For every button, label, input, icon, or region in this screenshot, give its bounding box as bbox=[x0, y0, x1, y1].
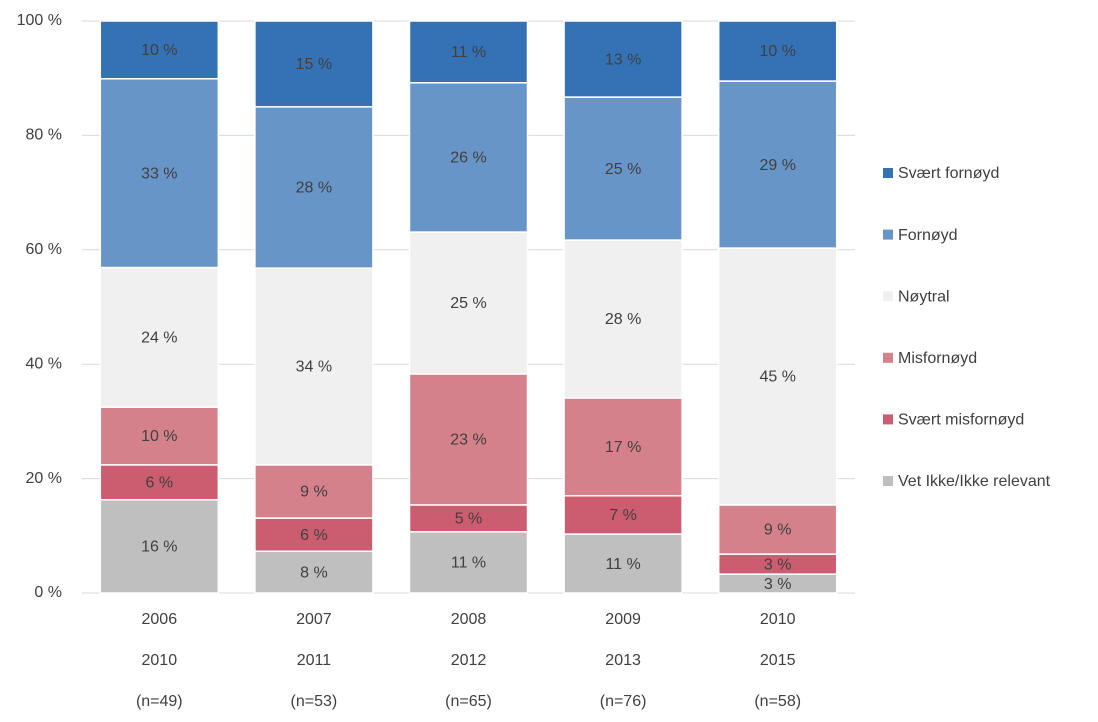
bar-segment bbox=[563, 533, 683, 594]
bar-segment bbox=[99, 499, 220, 594]
data-label: 11 % bbox=[451, 44, 486, 61]
bar-segment bbox=[408, 82, 529, 233]
bar-segment bbox=[717, 504, 838, 555]
x-tick-label: (n=76) bbox=[600, 693, 647, 710]
data-label: 3 % bbox=[764, 576, 792, 593]
bar-segment bbox=[254, 267, 374, 466]
legend-label: Vet Ikke/Ikke relevant bbox=[898, 473, 1051, 490]
legend-label: Misfornøyd bbox=[898, 350, 977, 367]
data-label: 29 % bbox=[759, 157, 795, 174]
data-label: 6 % bbox=[300, 527, 328, 544]
x-tick-label: 2015 bbox=[760, 652, 796, 669]
data-label: 7 % bbox=[609, 507, 637, 524]
data-label: 28 % bbox=[296, 180, 332, 197]
bar-segment bbox=[717, 80, 838, 249]
data-label: 10 % bbox=[141, 428, 177, 445]
data-label: 10 % bbox=[759, 43, 795, 60]
data-label: 26 % bbox=[450, 150, 486, 167]
bar-segment bbox=[254, 517, 374, 552]
bar-segment bbox=[563, 397, 683, 497]
legend-swatch bbox=[883, 476, 893, 486]
x-tick-label: (n=49) bbox=[136, 693, 183, 710]
x-tick-label: 2011 bbox=[297, 652, 332, 669]
x-tick-label: (n=65) bbox=[445, 693, 492, 710]
bar-segment bbox=[254, 464, 374, 519]
data-label: 25 % bbox=[450, 295, 486, 312]
bar-segment bbox=[408, 504, 529, 533]
x-tick-label: 2013 bbox=[605, 652, 641, 669]
bar-segment bbox=[717, 20, 838, 82]
legend-label: Svært misfornøyd bbox=[898, 412, 1024, 429]
data-label: 5 % bbox=[455, 511, 483, 528]
legend-label: Nøytral bbox=[898, 288, 950, 305]
x-tick-label: 2012 bbox=[451, 652, 487, 669]
data-label: 16 % bbox=[141, 539, 177, 556]
bar-segment bbox=[563, 96, 683, 241]
y-tick-label: 40 % bbox=[26, 355, 62, 372]
data-label: 8 % bbox=[300, 564, 328, 581]
bar-segment bbox=[99, 464, 220, 501]
y-tick-label: 80 % bbox=[26, 127, 62, 144]
legend-swatch bbox=[883, 414, 893, 425]
data-label: 11 % bbox=[451, 555, 486, 572]
y-tick-label: 100 % bbox=[17, 12, 62, 29]
data-label: 15 % bbox=[296, 56, 332, 73]
data-label: 25 % bbox=[605, 161, 641, 178]
data-label: 9 % bbox=[300, 484, 328, 501]
data-label: 23 % bbox=[450, 432, 486, 449]
y-tick-label: 0 % bbox=[34, 584, 62, 601]
bar-segment bbox=[563, 20, 683, 98]
bar-segment bbox=[254, 106, 374, 269]
y-tick-label: 20 % bbox=[26, 470, 62, 487]
bar-segment bbox=[99, 78, 220, 269]
data-label: 10 % bbox=[141, 42, 177, 59]
bar-segment bbox=[563, 239, 683, 399]
data-label: 33 % bbox=[141, 165, 177, 182]
data-label: 17 % bbox=[605, 439, 641, 456]
x-tick-label: 2010 bbox=[142, 652, 178, 669]
legend-label: Fornøyd bbox=[898, 227, 958, 244]
bar-segment bbox=[99, 20, 220, 80]
x-tick-label: (n=53) bbox=[291, 693, 338, 710]
legend-swatch bbox=[883, 352, 893, 363]
x-tick-label: 2008 bbox=[451, 611, 487, 628]
x-tick-label: (n=58) bbox=[754, 693, 801, 710]
bar-segment bbox=[254, 550, 374, 594]
legend-label: Svært fornøyd bbox=[898, 165, 999, 182]
bar-segment bbox=[254, 20, 374, 108]
x-tick-label: 2010 bbox=[760, 611, 796, 628]
bar-segment bbox=[408, 20, 529, 84]
legend-swatch bbox=[883, 229, 893, 240]
y-tick-label: 60 % bbox=[26, 241, 62, 258]
data-label: 11 % bbox=[605, 556, 640, 573]
data-label: 6 % bbox=[146, 475, 174, 492]
x-tick-label: 2009 bbox=[605, 611, 641, 628]
data-label: 28 % bbox=[605, 311, 641, 328]
x-tick-label: 2006 bbox=[142, 611, 178, 628]
bar-segment bbox=[408, 531, 529, 594]
data-label: 34 % bbox=[296, 359, 332, 376]
bar-segment bbox=[99, 406, 220, 466]
bar-segment bbox=[408, 231, 529, 375]
legend-swatch bbox=[883, 168, 893, 178]
x-tick-label: 2007 bbox=[296, 611, 332, 628]
legend-swatch bbox=[883, 291, 893, 302]
data-label: 3 % bbox=[764, 556, 792, 573]
data-label: 24 % bbox=[141, 330, 177, 347]
bar-segment bbox=[717, 247, 838, 506]
data-label: 13 % bbox=[605, 51, 641, 68]
data-label: 9 % bbox=[764, 522, 792, 539]
data-label: 45 % bbox=[759, 369, 795, 386]
bar-segment bbox=[408, 373, 529, 506]
